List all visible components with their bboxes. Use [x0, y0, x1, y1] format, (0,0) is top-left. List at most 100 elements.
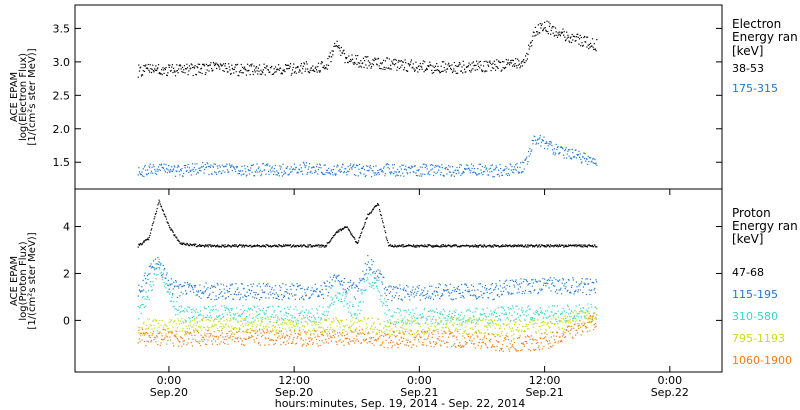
- data-point: [201, 292, 203, 294]
- data-point: [540, 24, 543, 26]
- data-point: [319, 305, 321, 307]
- data-point: [242, 344, 245, 346]
- data-point: [401, 321, 403, 323]
- data-point: [416, 169, 418, 171]
- data-point: [459, 323, 461, 325]
- data-point: [354, 166, 356, 169]
- data-point: [196, 290, 198, 292]
- data-point: [345, 330, 347, 332]
- data-point: [533, 319, 535, 322]
- data-point: [256, 245, 258, 247]
- data-point: [591, 245, 593, 247]
- data-point: [148, 289, 150, 292]
- data-point: [309, 244, 312, 246]
- data-point: [260, 246, 262, 248]
- data-point: [459, 246, 461, 248]
- data-point: [208, 70, 210, 72]
- data-point: [478, 61, 480, 63]
- data-point: [591, 158, 594, 160]
- data-point: [442, 246, 444, 248]
- data-point: [432, 246, 435, 248]
- data-point: [261, 245, 264, 247]
- data-point: [302, 339, 304, 341]
- data-point: [357, 290, 359, 292]
- data-point: [571, 148, 573, 150]
- data-point: [354, 314, 356, 316]
- data-point: [230, 73, 232, 75]
- data-point: [469, 172, 471, 174]
- data-point: [549, 279, 551, 281]
- data-point: [520, 162, 522, 164]
- data-point: [460, 70, 462, 72]
- data-point: [168, 332, 170, 334]
- data-point: [306, 322, 308, 324]
- data-point: [363, 317, 365, 319]
- data-point: [208, 329, 210, 331]
- data-point: [370, 259, 373, 261]
- data-point: [385, 232, 387, 234]
- data-point: [263, 245, 265, 248]
- data-point: [280, 245, 282, 247]
- data-point: [384, 175, 386, 177]
- data-point: [259, 324, 261, 326]
- data-point: [152, 64, 154, 66]
- data-point: [339, 323, 341, 325]
- data-point: [154, 69, 156, 71]
- data-point: [523, 330, 526, 332]
- data-point: [222, 245, 224, 247]
- data-point: [439, 174, 442, 176]
- data-point: [259, 344, 261, 346]
- data-point: [487, 324, 489, 326]
- data-point: [274, 164, 277, 167]
- data-point: [256, 244, 259, 246]
- data-point: [143, 240, 145, 242]
- data-point: [147, 328, 149, 330]
- data-point: [574, 245, 576, 247]
- data-point: [231, 245, 233, 247]
- data-point: [159, 264, 161, 266]
- data-point: [433, 330, 435, 332]
- data-point: [427, 335, 430, 337]
- data-point: [385, 304, 387, 307]
- data-point: [532, 143, 534, 145]
- data-point: [168, 322, 170, 324]
- data-point: [585, 41, 587, 43]
- data-point: [290, 331, 293, 333]
- data-point: [376, 63, 378, 65]
- data-point: [424, 173, 426, 175]
- data-point: [171, 229, 173, 231]
- data-point: [146, 282, 148, 284]
- data-point: [402, 318, 404, 320]
- data-point: [273, 68, 275, 70]
- data-point: [499, 315, 501, 317]
- data-point: [169, 171, 171, 173]
- data-point: [292, 324, 294, 326]
- data-point: [507, 172, 509, 175]
- data-point: [570, 312, 572, 314]
- data-point: [455, 65, 457, 67]
- data-point: [507, 293, 510, 295]
- data-point: [426, 319, 428, 321]
- data-point: [169, 70, 172, 72]
- data-point: [536, 139, 538, 141]
- data-point: [405, 339, 407, 341]
- data-point: [552, 285, 555, 287]
- data-point: [265, 317, 267, 319]
- data-point: [465, 320, 467, 322]
- data-point: [327, 172, 329, 174]
- data-point: [387, 347, 389, 349]
- data-point: [194, 334, 196, 336]
- data-point: [424, 297, 426, 300]
- data-point: [265, 313, 267, 315]
- data-point: [181, 318, 183, 320]
- data-point: [457, 288, 459, 290]
- data-point: [164, 268, 166, 270]
- data-point: [572, 279, 574, 281]
- data-point: [581, 281, 583, 283]
- data-point: [226, 306, 228, 308]
- data-point: [541, 288, 543, 290]
- data-point: [355, 340, 357, 342]
- data-point: [389, 321, 392, 323]
- data-point: [223, 245, 225, 247]
- data-point: [540, 310, 542, 312]
